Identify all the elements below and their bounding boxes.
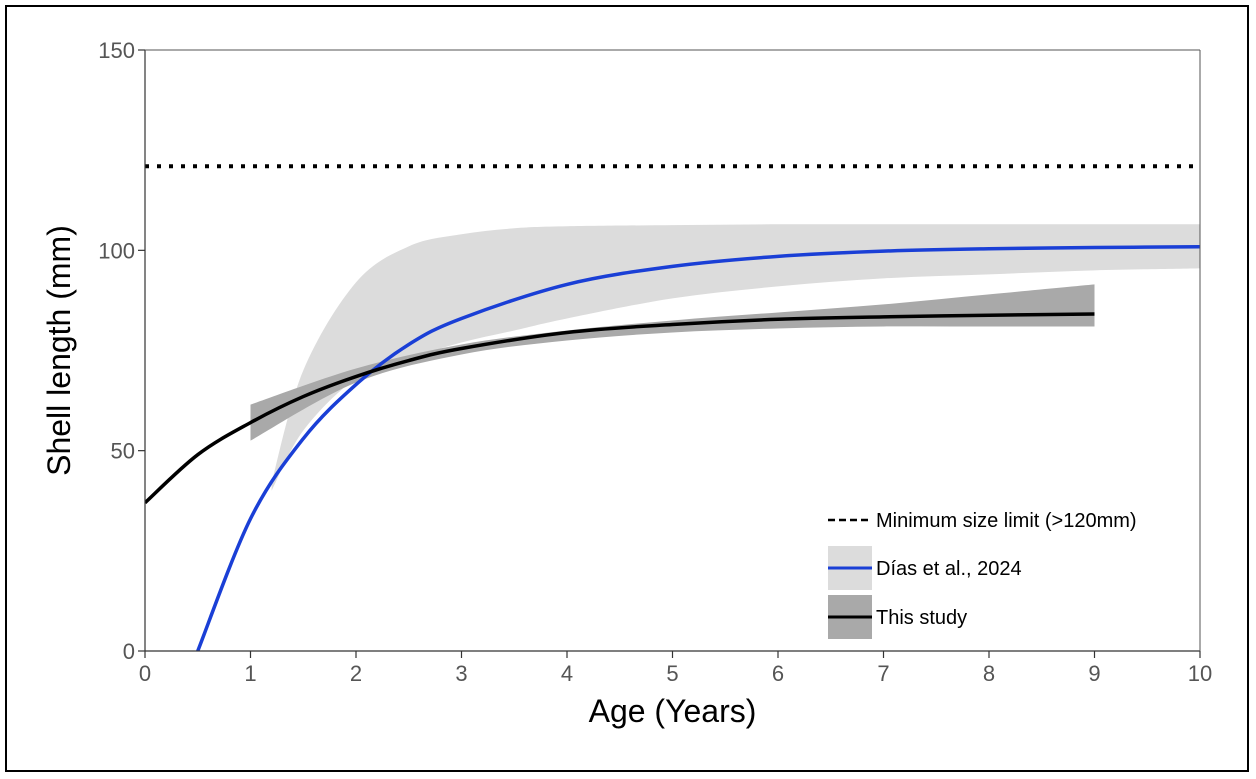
y-tick-label: 50 bbox=[111, 439, 135, 464]
x-tick-label: 4 bbox=[561, 661, 573, 686]
x-tick-label: 7 bbox=[877, 661, 889, 686]
legend-label-1: Días et al., 2024 bbox=[876, 558, 1022, 580]
confidence-band-1 bbox=[271, 224, 1201, 491]
x-tick-label: 5 bbox=[666, 661, 678, 686]
series-line-2 bbox=[145, 312, 1095, 505]
legend-label-2: This study bbox=[876, 607, 967, 629]
x-tick-label: 10 bbox=[1188, 661, 1212, 686]
x-tick-label: 6 bbox=[772, 661, 784, 686]
x-axis-title: Age (Years) bbox=[589, 693, 757, 729]
y-tick-label: 100 bbox=[98, 238, 135, 263]
y-axis-title: Shell length (mm) bbox=[41, 225, 77, 476]
figure-frame bbox=[5, 5, 1249, 772]
confidence-band-2 bbox=[250, 284, 1095, 441]
series-line-1 bbox=[196, 244, 1200, 651]
x-tick-label: 3 bbox=[455, 661, 467, 686]
x-tick-label: 8 bbox=[983, 661, 995, 686]
confidence-bands bbox=[250, 224, 1201, 491]
x-tick-label: 2 bbox=[350, 661, 362, 686]
legend: Minimum size limit (>120mm) Días et al., … bbox=[828, 510, 1137, 639]
legend-label-min-size: Minimum size limit (>120mm) bbox=[876, 510, 1137, 532]
y-tick-label: 150 bbox=[98, 38, 135, 63]
x-tick-label: 0 bbox=[139, 661, 151, 686]
series-lines bbox=[145, 164, 1200, 651]
y-tick-label: 0 bbox=[123, 639, 135, 664]
x-tick-label: 9 bbox=[1088, 661, 1100, 686]
x-tick-label: 1 bbox=[244, 661, 256, 686]
